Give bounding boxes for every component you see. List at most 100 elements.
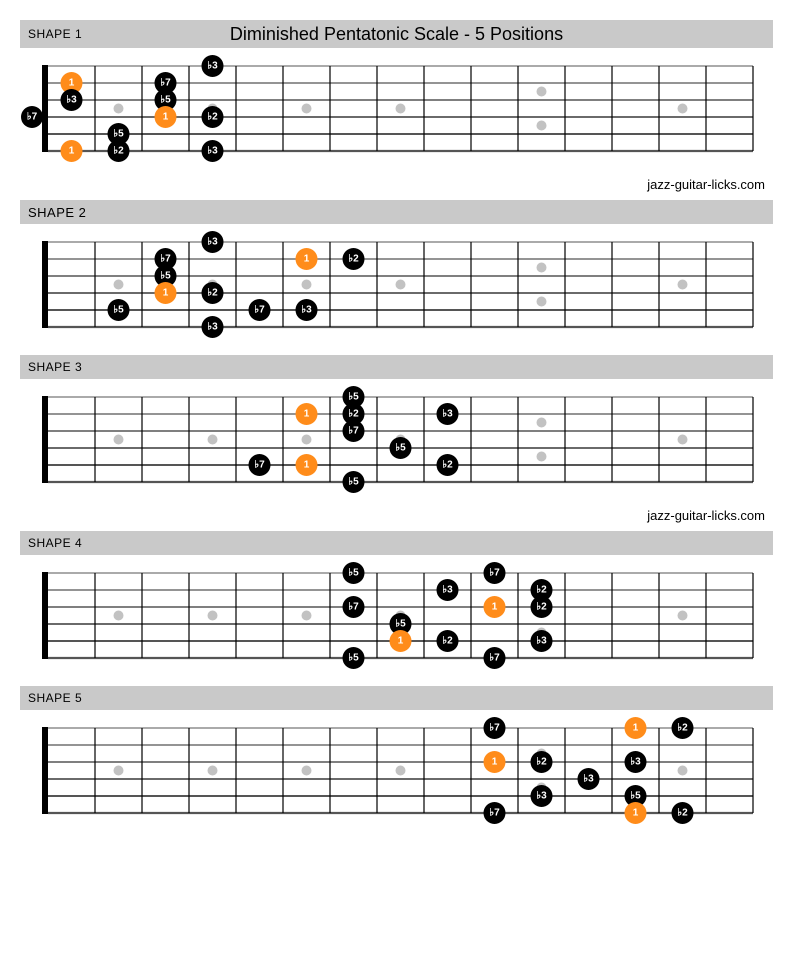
scale-note: ♭5: [108, 299, 130, 321]
scale-note: ♭3: [202, 55, 224, 77]
svg-text:♭5: ♭5: [160, 95, 171, 106]
shape-header-bar: SHAPE 1Diminished Pentatonic Scale - 5 P…: [20, 20, 773, 48]
attribution-text: jazz-guitar-licks.com: [20, 506, 773, 527]
shape-section: SHAPE 5♭71♭7♭2♭3♭31♭3♭51♭2♭2: [20, 686, 773, 837]
svg-text:♭7: ♭7: [27, 112, 38, 123]
svg-text:♭7: ♭7: [489, 723, 500, 734]
svg-text:♭2: ♭2: [348, 409, 359, 420]
svg-text:1: 1: [633, 808, 639, 819]
scale-note: 1: [155, 106, 177, 128]
svg-text:♭3: ♭3: [301, 305, 312, 316]
svg-text:1: 1: [492, 757, 498, 768]
scale-note: ♭2: [343, 248, 365, 270]
svg-text:1: 1: [304, 460, 310, 471]
scale-note: 1: [155, 282, 177, 304]
scale-note: ♭7: [343, 420, 365, 442]
svg-text:♭3: ♭3: [536, 636, 547, 647]
svg-text:♭5: ♭5: [395, 443, 406, 454]
svg-text:♭2: ♭2: [207, 112, 218, 123]
svg-text:♭5: ♭5: [113, 305, 124, 316]
svg-text:♭5: ♭5: [348, 653, 359, 664]
svg-text:♭7: ♭7: [160, 254, 171, 265]
svg-text:♭2: ♭2: [442, 460, 453, 471]
svg-text:♭3: ♭3: [536, 791, 547, 802]
svg-text:♭2: ♭2: [442, 636, 453, 647]
svg-text:♭2: ♭2: [536, 585, 547, 596]
scale-note: ♭3: [202, 316, 224, 338]
scale-note: 1: [296, 248, 318, 270]
shape-label: SHAPE 1: [28, 27, 108, 41]
scale-note: ♭3: [202, 231, 224, 253]
svg-text:♭5: ♭5: [395, 619, 406, 630]
svg-text:♭5: ♭5: [160, 271, 171, 282]
fretboard-diagram: ♭71♭31♭5♭2♭7♭51♭3♭2♭3: [20, 50, 773, 175]
scale-note: ♭7: [249, 299, 271, 321]
svg-text:♭7: ♭7: [489, 568, 500, 579]
scale-note: ♭2: [531, 751, 553, 773]
svg-text:♭7: ♭7: [254, 305, 265, 316]
svg-text:♭7: ♭7: [348, 602, 359, 613]
svg-text:♭7: ♭7: [160, 78, 171, 89]
svg-text:♭3: ♭3: [207, 237, 218, 248]
fretboard-diagram: ♭71♭7♭2♭3♭31♭3♭51♭2♭2: [20, 712, 773, 837]
svg-text:1: 1: [398, 636, 404, 647]
attribution-text: jazz-guitar-licks.com: [20, 175, 773, 196]
svg-text:♭2: ♭2: [677, 723, 688, 734]
page-title: Diminished Pentatonic Scale - 5 Position…: [108, 24, 685, 45]
scale-note: ♭2: [531, 596, 553, 618]
scale-diagram-container: SHAPE 1Diminished Pentatonic Scale - 5 P…: [20, 20, 773, 837]
scale-note: ♭7: [484, 717, 506, 739]
scale-note: 1: [296, 454, 318, 476]
svg-text:♭3: ♭3: [442, 409, 453, 420]
svg-text:♭5: ♭5: [348, 477, 359, 488]
scale-note: ♭3: [437, 579, 459, 601]
scale-note: 1: [296, 403, 318, 425]
svg-text:♭5: ♭5: [348, 392, 359, 403]
svg-text:♭3: ♭3: [66, 95, 77, 106]
svg-text:♭2: ♭2: [536, 757, 547, 768]
fretboard-diagram: ♭5 ♭7 ♭5 1 ♭3 ♭2 ♭3 ♭7 1 ♭3 ♭2: [20, 226, 773, 351]
fretboard-diagram: ♭711♭5♭2♭7♭5♭5♭3♭2: [20, 381, 773, 506]
scale-note: ♭5: [343, 647, 365, 669]
shape-header-bar: SHAPE 4: [20, 531, 773, 555]
shape-label: SHAPE 4: [28, 536, 108, 550]
svg-text:1: 1: [69, 78, 75, 89]
svg-text:♭2: ♭2: [113, 146, 124, 157]
shape-section: SHAPE 3♭711♭5♭2♭7♭5♭5♭3♭2jazz-guitar-lic…: [20, 355, 773, 527]
svg-text:♭2: ♭2: [207, 288, 218, 299]
svg-text:1: 1: [304, 409, 310, 420]
scale-note: ♭7: [484, 562, 506, 584]
svg-text:♭3: ♭3: [207, 146, 218, 157]
scale-note: ♭3: [578, 768, 600, 790]
svg-text:1: 1: [163, 288, 169, 299]
svg-text:1: 1: [69, 146, 75, 157]
svg-text:1: 1: [304, 254, 310, 265]
scale-note: ♭2: [202, 282, 224, 304]
shape-label: SHAPE 3: [28, 360, 108, 374]
scale-note: ♭3: [296, 299, 318, 321]
scale-note: 1: [625, 717, 647, 739]
svg-text:♭5: ♭5: [348, 568, 359, 579]
scale-note: ♭2: [202, 106, 224, 128]
svg-text:♭3: ♭3: [583, 774, 594, 785]
scale-note: ♭7: [21, 106, 43, 128]
scale-note: ♭7: [249, 454, 271, 476]
svg-text:♭3: ♭3: [207, 61, 218, 72]
svg-text:♭5: ♭5: [113, 129, 124, 140]
scale-note: ♭3: [202, 140, 224, 162]
scale-note: ♭3: [625, 751, 647, 773]
shape-header-bar: SHAPE 5: [20, 686, 773, 710]
svg-text:1: 1: [633, 723, 639, 734]
svg-text:♭3: ♭3: [630, 757, 641, 768]
scale-note: 1: [390, 630, 412, 652]
svg-text:♭7: ♭7: [254, 460, 265, 471]
shape-label: SHAPE 2: [28, 205, 108, 220]
scale-note: ♭7: [484, 647, 506, 669]
scale-note: ♭5: [343, 562, 365, 584]
scale-note: ♭2: [672, 802, 694, 824]
svg-text:♭2: ♭2: [348, 254, 359, 265]
shape-header-bar: SHAPE 3: [20, 355, 773, 379]
scale-note: ♭2: [437, 630, 459, 652]
scale-note: ♭5: [390, 437, 412, 459]
scale-note: 1: [625, 802, 647, 824]
